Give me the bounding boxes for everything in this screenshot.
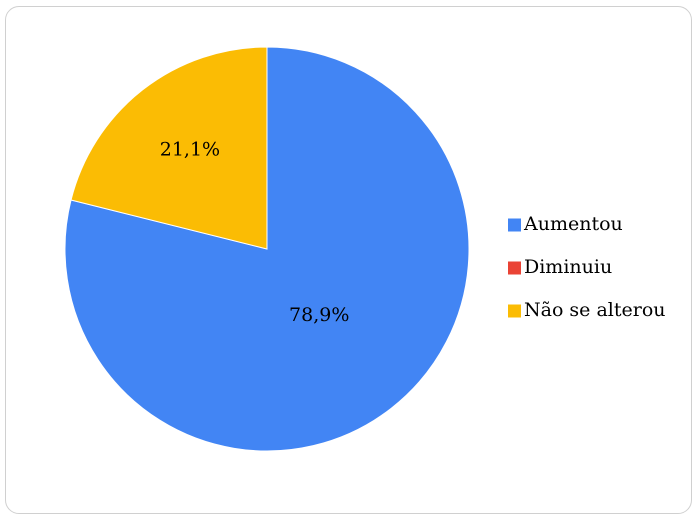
legend-swatch-aumentou [508, 218, 521, 232]
legend-label-nao-se-alterou: Não se alterou [524, 299, 666, 321]
data-label-nao-se-alterou: 21,1% [160, 138, 220, 160]
legend-swatch-diminuiu [508, 261, 521, 275]
legend-swatch-nao-se-alterou [508, 304, 521, 318]
pie-data-labels: 78,9% 21,1% [160, 138, 350, 326]
pie-slices [64, 46, 470, 452]
data-label-aumentou: 78,9% [289, 304, 349, 326]
chart-legend: Aumentou Diminuiu Não se alterou [508, 213, 666, 321]
legend-label-diminuiu: Diminuiu [524, 256, 612, 278]
pie-slice-nao-se-alterou [70, 46, 268, 250]
legend-label-aumentou: Aumentou [523, 213, 623, 235]
